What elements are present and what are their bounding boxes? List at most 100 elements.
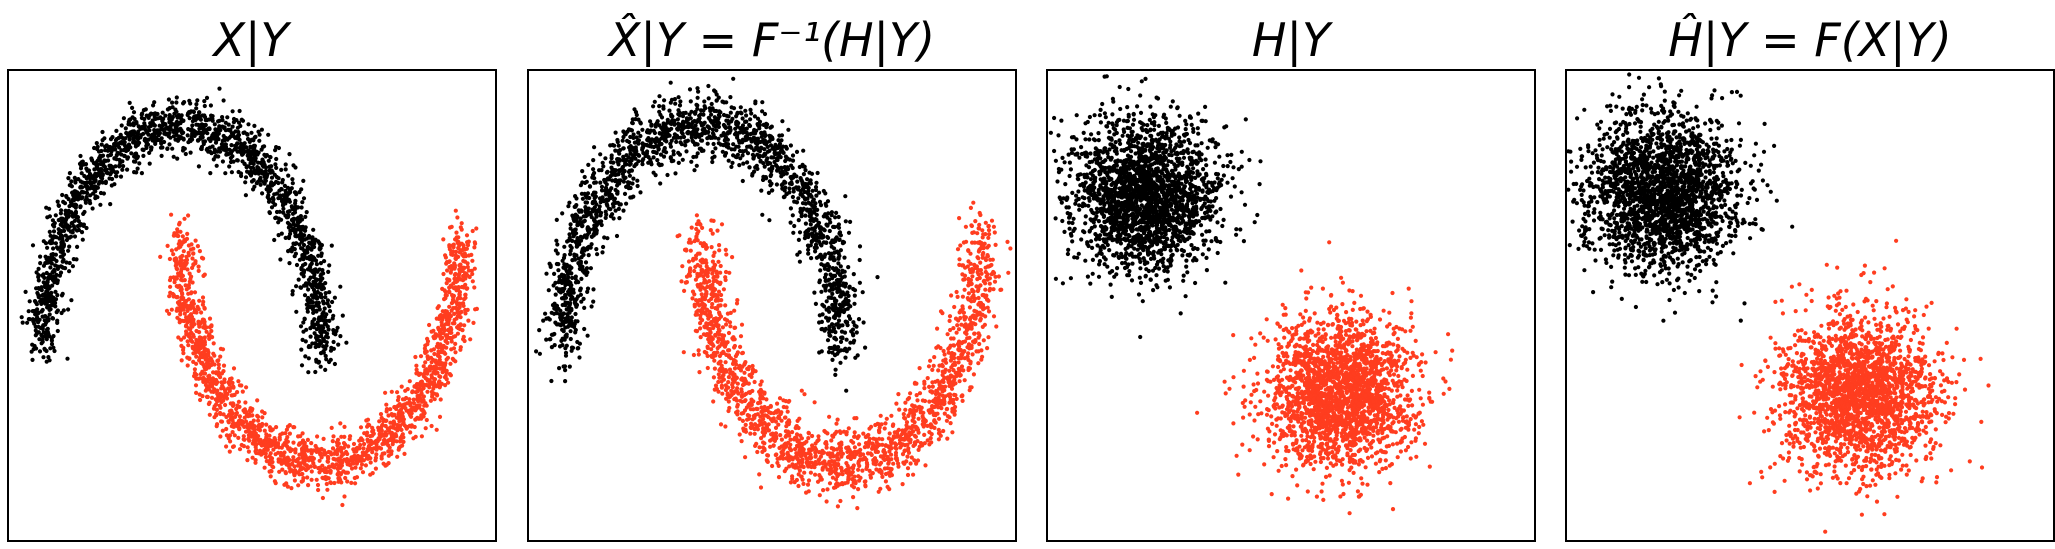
- scatter-point: [217, 403, 222, 408]
- scatter-point: [731, 142, 736, 147]
- scatter-point: [177, 302, 182, 307]
- scatter-point: [336, 479, 341, 484]
- scatter-point: [710, 159, 715, 165]
- scatter-point: [129, 151, 134, 156]
- scatter-point: [315, 434, 320, 439]
- scatter-point: [263, 455, 268, 460]
- scatter-point: [413, 354, 418, 360]
- scatter-point: [711, 141, 716, 147]
- panel-1-title: X|Y: [211, 13, 292, 68]
- scatter-point: [603, 192, 608, 197]
- scatter-point: [200, 350, 205, 355]
- scatter-point: [561, 274, 566, 279]
- scatter-point: [449, 347, 454, 352]
- scatter-point: [321, 299, 326, 304]
- scatter-point: [365, 447, 370, 452]
- scatter-point: [737, 163, 742, 168]
- scatter-point: [344, 457, 350, 462]
- scatter-point: [448, 328, 453, 333]
- scatter-point: [218, 354, 223, 359]
- scatter-point: [468, 337, 473, 342]
- scatter-point: [681, 134, 687, 140]
- scatter-point: [81, 211, 86, 216]
- scatter-point: [197, 335, 202, 340]
- scatter-point: [843, 355, 848, 360]
- scatter-point: [226, 380, 231, 385]
- scatter-point: [59, 264, 64, 269]
- scatter-point: [625, 129, 630, 134]
- scatter-point: [723, 151, 729, 156]
- scatter-point: [359, 436, 364, 441]
- scatter-point: [94, 141, 99, 146]
- scatter-point: [670, 114, 675, 119]
- scatter-point: [400, 414, 405, 419]
- scatter-point: [455, 215, 460, 220]
- scatter-point: [309, 441, 314, 446]
- scatter-point: [25, 320, 30, 325]
- scatter-point: [317, 277, 322, 282]
- scatter-point: [106, 148, 111, 153]
- scatter-point: [327, 290, 332, 295]
- scatter-point: [620, 138, 625, 143]
- scatter-point: [331, 434, 336, 439]
- scatter-point: [196, 130, 201, 135]
- scatter-point: [825, 199, 831, 204]
- scatter-point: [582, 218, 587, 223]
- scatter-point: [312, 290, 317, 295]
- scatter-point: [187, 271, 192, 276]
- scatter-point: [546, 288, 551, 293]
- scatter-point: [706, 83, 711, 89]
- scatter-point: [733, 126, 738, 131]
- scatter-point: [39, 300, 45, 305]
- scatter-point: [719, 133, 724, 138]
- scatter-point: [209, 395, 215, 400]
- scatter-point: [135, 134, 140, 139]
- scatter-point: [135, 166, 140, 171]
- scatter-point: [693, 123, 698, 128]
- scatter-point: [801, 183, 806, 188]
- scatter-point: [599, 184, 605, 189]
- scatter-point: [120, 167, 125, 172]
- scatter-point: [311, 325, 316, 330]
- scatter-point: [294, 234, 299, 239]
- scatter-point: [265, 447, 270, 452]
- scatter-point: [227, 135, 232, 140]
- scatter-point: [338, 447, 343, 452]
- scatter-point: [220, 159, 225, 164]
- scatter-point: [830, 357, 835, 362]
- scatter-point: [274, 425, 279, 430]
- scatter-point: [543, 311, 548, 316]
- scatter-point: [316, 304, 321, 309]
- scatter-point: [165, 146, 170, 151]
- scatter-point: [442, 288, 447, 293]
- scatter-point: [749, 111, 754, 116]
- scatter-point: [429, 423, 434, 429]
- scatter-point: [292, 210, 298, 215]
- scatter-point: [349, 480, 354, 485]
- scatter-point: [583, 200, 588, 205]
- scatter-point: [231, 384, 236, 389]
- scatter-point: [344, 340, 349, 345]
- scatter-point: [452, 263, 457, 268]
- scatter-point: [299, 347, 304, 352]
- scatter-point: [269, 164, 274, 169]
- scatter-point: [769, 172, 774, 177]
- scatter-point: [251, 161, 256, 166]
- scatter-point: [453, 334, 458, 339]
- scatter-point: [213, 140, 219, 145]
- scatter-point: [591, 167, 596, 172]
- scatter-point: [823, 278, 828, 283]
- scatter-point: [278, 257, 283, 262]
- scatter-point: [190, 128, 195, 133]
- scatter-point: [343, 470, 348, 475]
- scatter-point: [260, 158, 265, 163]
- panel-1-series-1: [19, 86, 349, 375]
- scatter-point: [415, 393, 420, 399]
- scatter-point: [117, 151, 122, 156]
- scatter-point: [276, 459, 281, 464]
- scatter-point: [84, 194, 89, 200]
- scatter-point: [298, 228, 303, 233]
- scatter-point: [325, 298, 330, 303]
- scatter-point: [271, 465, 276, 470]
- scatter-point: [197, 330, 202, 335]
